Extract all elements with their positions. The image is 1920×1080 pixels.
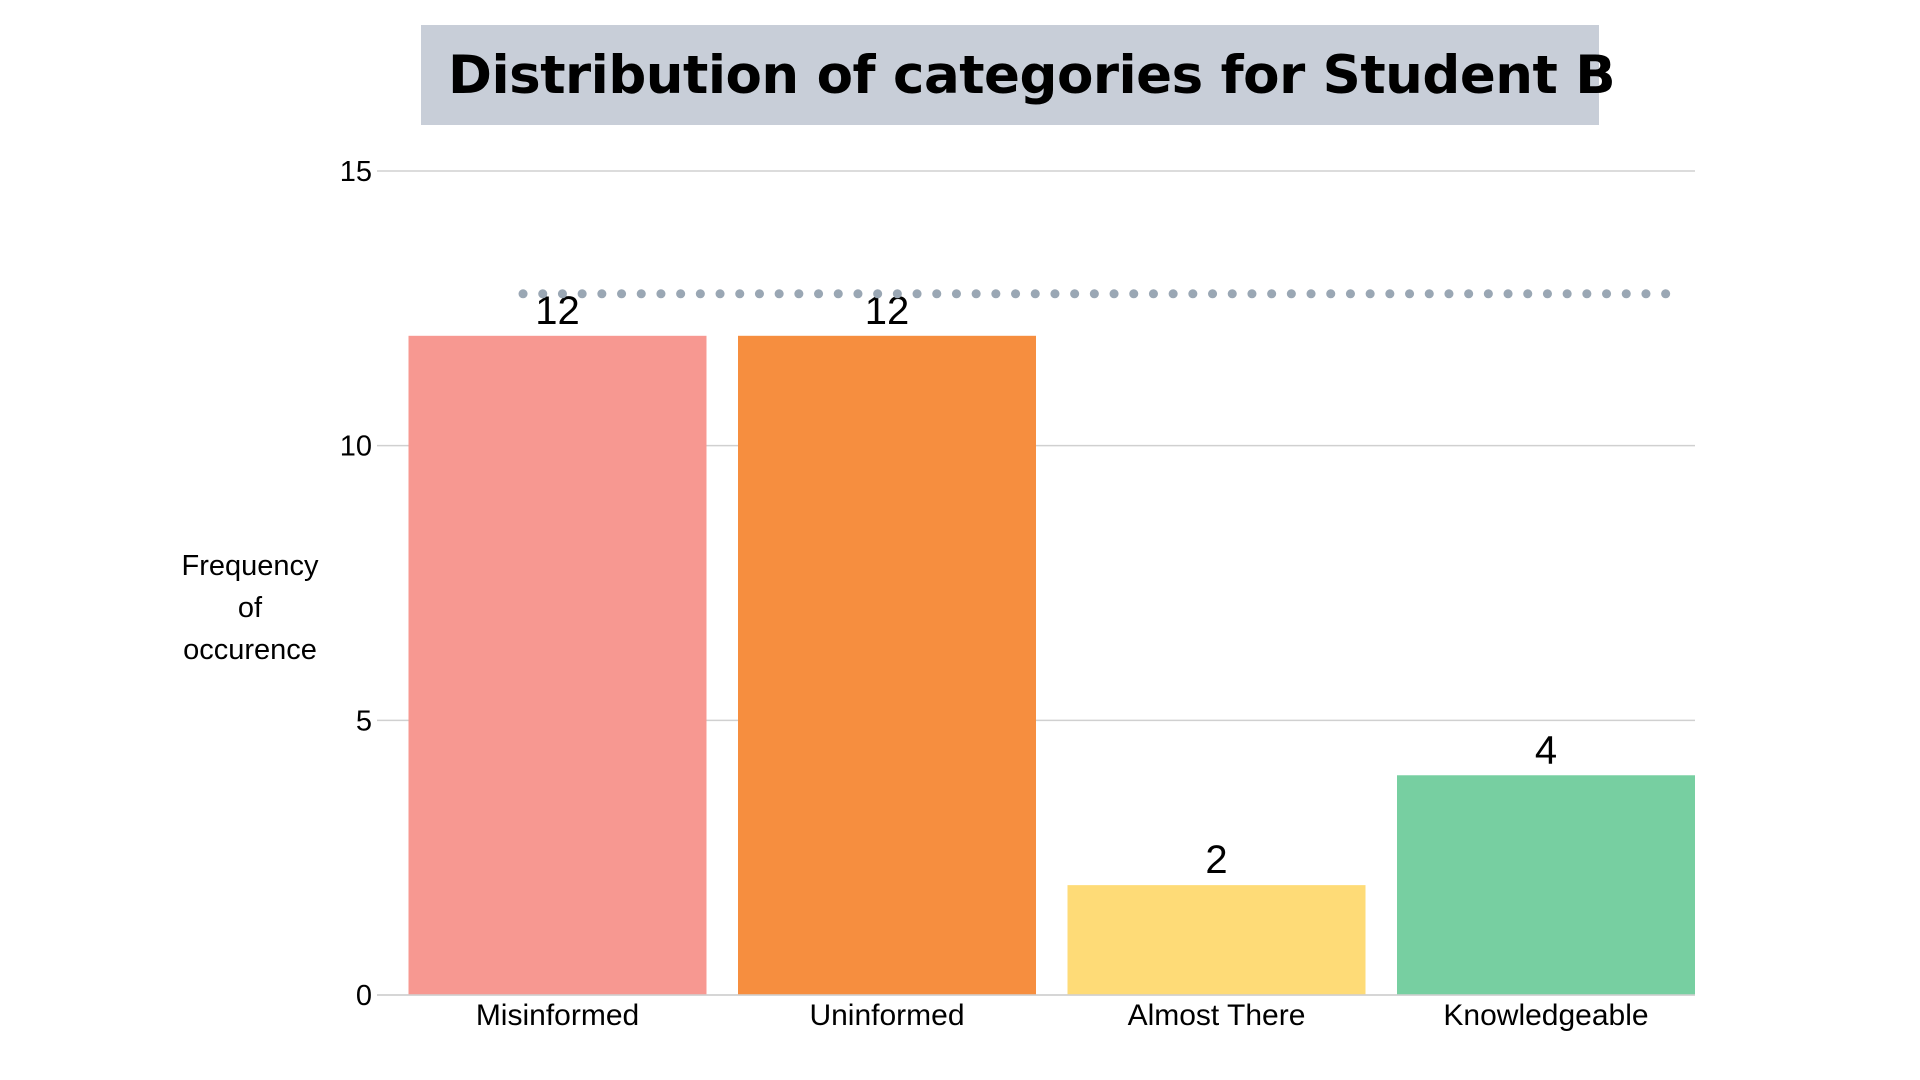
y-axis-label-line: Frequency bbox=[181, 550, 319, 582]
bar bbox=[1067, 885, 1366, 995]
data-label: 12 bbox=[865, 289, 910, 333]
bar bbox=[408, 335, 707, 995]
data-label: 4 bbox=[1535, 728, 1557, 772]
x-tick-label: Almost There bbox=[1128, 999, 1306, 1032]
x-tick-label: Uninformed bbox=[809, 999, 964, 1032]
x-tick-label: Knowledgeable bbox=[1443, 999, 1648, 1032]
title-banner: Distribution of categories for Student B bbox=[421, 25, 1616, 125]
y-axis-label-line: occurence bbox=[183, 634, 317, 666]
y-tick-label: 10 bbox=[340, 431, 372, 463]
x-tick-label: Misinformed bbox=[476, 999, 639, 1032]
bar bbox=[1397, 775, 1695, 995]
y-tick-label: 5 bbox=[356, 705, 372, 737]
y-axis-label-line: of bbox=[237, 592, 263, 624]
chart-title: Distribution of categories for Student B bbox=[448, 44, 1616, 106]
bar bbox=[738, 335, 1036, 995]
y-tick-label: 0 bbox=[356, 980, 372, 1012]
data-label: 2 bbox=[1205, 838, 1227, 882]
y-axis-label: Frequency of occurence bbox=[160, 545, 340, 671]
y-tick-label: 15 bbox=[340, 156, 372, 188]
